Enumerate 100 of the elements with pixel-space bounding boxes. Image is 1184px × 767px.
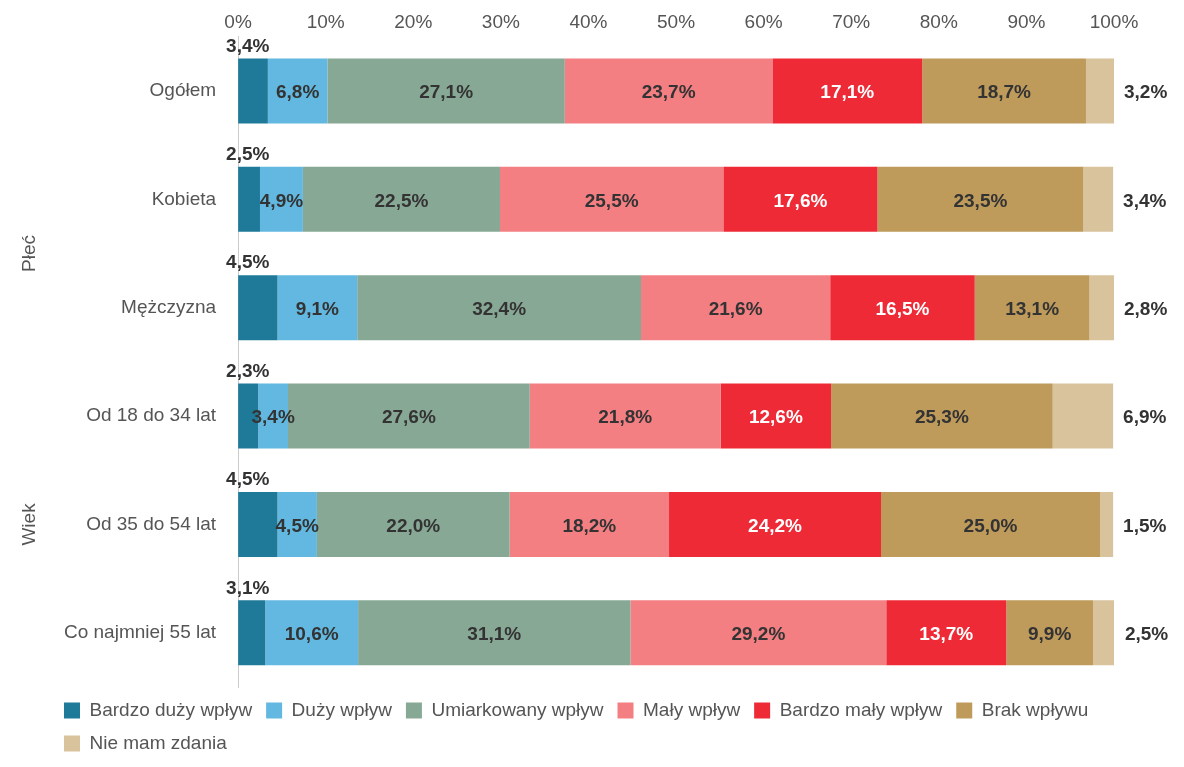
- bar: [720, 383, 832, 449]
- data-label: 13,1%: [1005, 297, 1060, 319]
- data-label: 4,5%: [226, 251, 270, 273]
- bar: [831, 383, 1053, 449]
- x-tick-label: 90%: [1007, 10, 1046, 32]
- bar: [302, 166, 500, 232]
- bar: [881, 491, 1100, 557]
- bar: [358, 600, 631, 666]
- data-label: 3,2%: [1124, 81, 1168, 103]
- bar: [877, 166, 1084, 232]
- data-label: 1,5%: [1123, 514, 1167, 536]
- bar: [509, 491, 670, 557]
- data-label: 22,5%: [374, 189, 429, 211]
- data-label: 10,6%: [284, 623, 339, 645]
- x-tick-label: 30%: [481, 10, 520, 32]
- bar: [277, 275, 358, 341]
- bar: [564, 58, 773, 124]
- data-label: 23,7%: [641, 81, 696, 103]
- bar: [1085, 58, 1114, 124]
- bar: [499, 166, 724, 232]
- data-label: 23,5%: [953, 189, 1008, 211]
- x-tick-label: 10%: [306, 10, 345, 32]
- bar: [974, 275, 1090, 341]
- data-label: 12,6%: [748, 406, 803, 428]
- data-label: 13,7%: [919, 623, 974, 645]
- legend-label: Umiarkowany wpływ: [431, 698, 604, 720]
- bar: [1099, 491, 1114, 557]
- y-tick-label: Co najmniej 55 lat: [63, 621, 217, 643]
- bar: [669, 491, 882, 557]
- bar: [529, 383, 721, 449]
- data-label: 25,3%: [914, 406, 969, 428]
- data-label: 22,0%: [386, 514, 441, 536]
- data-label: 25,0%: [963, 514, 1018, 536]
- y-tick-label: Kobieta: [151, 187, 217, 209]
- x-tick-label: 0%: [224, 10, 252, 32]
- data-label: 2,5%: [226, 143, 270, 165]
- data-label: 27,6%: [381, 406, 436, 428]
- data-label: 4,9%: [259, 189, 304, 211]
- bar: [922, 58, 1086, 124]
- y-tick-label: Od 35 do 54 lat: [86, 512, 217, 534]
- data-label: 4,5%: [275, 514, 319, 536]
- x-tick-label: 80%: [919, 10, 958, 32]
- data-label: 2,5%: [1124, 623, 1169, 645]
- data-label: 18,7%: [977, 81, 1032, 103]
- data-label: 18,2%: [562, 514, 617, 536]
- data-label: 9,9%: [1027, 623, 1072, 645]
- bar: [772, 58, 923, 124]
- text: Płeć: [18, 235, 40, 273]
- data-label: 6,8%: [275, 81, 320, 103]
- text: Wiek: [18, 502, 40, 546]
- x-tick-label: 40%: [569, 10, 608, 32]
- bar: [1006, 600, 1093, 666]
- bar: [886, 600, 1007, 666]
- x-tick-label: 70%: [832, 10, 871, 32]
- legend-label: Duży wpływ: [291, 698, 393, 720]
- bar: [238, 166, 260, 232]
- y-tick-label: Ogółem: [149, 79, 217, 101]
- data-label: 27,1%: [419, 81, 474, 103]
- data-label: 3,4%: [1123, 189, 1167, 211]
- bar: [238, 58, 268, 124]
- data-label: 16,5%: [875, 297, 930, 319]
- data-label: 17,6%: [773, 189, 828, 211]
- legend-label: Bardzo mały wpływ: [779, 698, 943, 720]
- data-label: 21,8%: [598, 406, 653, 428]
- bar: [1092, 600, 1114, 666]
- data-label: 21,6%: [708, 297, 763, 319]
- x-tick-label: 60%: [744, 10, 783, 32]
- data-label: 3,4%: [226, 34, 270, 56]
- data-label: 32,4%: [472, 297, 527, 319]
- data-label: 24,2%: [748, 514, 803, 536]
- bar: [1083, 166, 1114, 232]
- bar: [723, 166, 878, 232]
- bar: [265, 600, 359, 666]
- data-label: 31,1%: [467, 623, 522, 645]
- legend-label: Mały wpływ: [643, 698, 741, 720]
- bar: [1089, 275, 1114, 341]
- legend-label: Nie mam zdania: [89, 731, 228, 753]
- legend-label: Bardzo duży wpływ: [89, 698, 253, 720]
- bar: [1052, 383, 1114, 449]
- bar: [630, 600, 887, 666]
- bar: [641, 275, 831, 341]
- bar: [238, 600, 266, 666]
- data-label: 6,9%: [1123, 406, 1167, 428]
- bar: [357, 275, 642, 341]
- y-tick-label: Od 18 do 34 lat: [86, 404, 217, 426]
- data-label: 17,1%: [820, 81, 875, 103]
- data-label: 3,1%: [226, 576, 270, 598]
- data-label: 9,1%: [295, 297, 340, 319]
- x-tick-label: 20%: [394, 10, 433, 32]
- data-label: 2,3%: [226, 359, 270, 381]
- bar: [830, 275, 975, 341]
- x-tick-label: 100%: [1089, 10, 1139, 32]
- data-label: 4,5%: [226, 468, 270, 490]
- data-label: 25,5%: [584, 189, 639, 211]
- data-label: 3,4%: [251, 406, 295, 428]
- legend-label: Brak wpływu: [981, 698, 1089, 720]
- bar: [238, 275, 278, 341]
- x-tick-label: 50%: [657, 10, 696, 32]
- bar: [327, 58, 565, 124]
- y-tick-label: Mężczyzna: [121, 295, 217, 317]
